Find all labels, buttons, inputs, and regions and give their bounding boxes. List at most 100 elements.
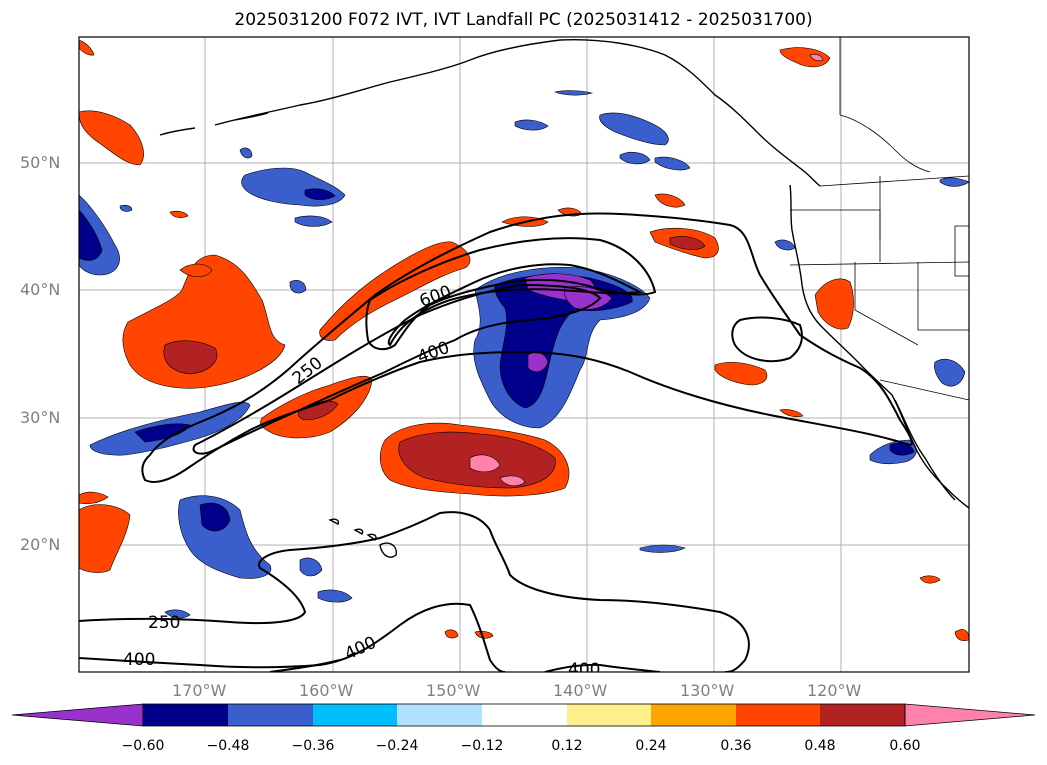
contour-labels: 600 400 250 250 400 400 400 xyxy=(123,282,600,680)
coastline-alaska-bc xyxy=(214,38,821,187)
coastline-hawaii xyxy=(328,518,397,558)
colorbar-seg xyxy=(820,704,905,726)
cool-patch xyxy=(317,589,353,603)
warm-patch xyxy=(654,193,686,208)
cool-patch xyxy=(289,280,307,294)
colorbar-seg xyxy=(651,704,736,726)
contour-400-ar-north xyxy=(365,237,657,351)
negative-ivt-patches xyxy=(79,90,969,619)
cool-patch xyxy=(199,502,231,532)
ivt-contours xyxy=(79,212,913,672)
colorbar-tick-label: 0.24 xyxy=(635,738,667,754)
contour-label: 400 xyxy=(415,338,452,368)
colorbar-seg xyxy=(482,704,567,726)
colorbar-tick-label: 0.60 xyxy=(889,738,921,754)
cool-patch xyxy=(639,544,686,553)
cool-patch xyxy=(134,423,191,443)
colorbar-tick-label: −0.48 xyxy=(206,738,250,754)
state-borders xyxy=(789,37,969,401)
coastlines xyxy=(159,38,969,558)
lat-label: 20°N xyxy=(20,535,61,554)
cool-patch xyxy=(294,215,333,227)
cool-patch xyxy=(553,90,594,96)
map-title: 2025031200 F072 IVT, IVT Landfall PC (20… xyxy=(234,10,813,30)
warm-patch xyxy=(919,575,941,584)
colorbar-tick-label: −0.60 xyxy=(121,738,165,754)
warm-patch xyxy=(474,630,494,639)
warm-patch xyxy=(163,340,218,375)
warm-patch xyxy=(444,629,459,639)
cool-patch xyxy=(299,557,323,577)
colorbar-seg xyxy=(567,704,651,726)
cool-patch xyxy=(119,204,133,212)
warm-patch xyxy=(954,629,969,642)
colorbar-tick-label: −0.24 xyxy=(375,738,419,754)
contour-400-se xyxy=(544,663,661,672)
cool-patch xyxy=(774,239,796,251)
warm-patch xyxy=(499,475,526,487)
cool-patch xyxy=(304,188,336,200)
colorbar-seg xyxy=(313,704,397,726)
colorbar xyxy=(11,703,1036,727)
warm-patch xyxy=(469,454,501,473)
cool-patch xyxy=(239,147,253,159)
colorbar-seg xyxy=(736,704,820,726)
coastline-baja xyxy=(894,399,956,501)
lon-label: 150°W xyxy=(426,681,481,700)
contour-400-south xyxy=(79,602,506,672)
colorbar-tick-label: 0.36 xyxy=(720,738,752,754)
cool-patch xyxy=(79,209,103,261)
warm-patch xyxy=(714,361,768,386)
cool-patch xyxy=(619,151,651,165)
coastline-uswest xyxy=(789,184,969,509)
colorbar-seg xyxy=(397,704,482,726)
colorbar-seg xyxy=(143,704,228,726)
contour-600 xyxy=(387,263,644,347)
contour-label: 400 xyxy=(568,660,600,680)
colorbar-extend-right xyxy=(904,703,1036,727)
colorbar-extend-left xyxy=(11,703,144,727)
colorbar-tick-label: −0.36 xyxy=(291,738,335,754)
lon-label: 140°W xyxy=(553,681,608,700)
warm-patch xyxy=(669,236,706,250)
contour-250-south xyxy=(79,511,750,672)
contour-label: 250 xyxy=(148,613,180,633)
warm-patch xyxy=(79,110,144,166)
warm-patch xyxy=(169,210,189,218)
contour-250-ar xyxy=(141,212,913,483)
warm-patch xyxy=(814,278,854,330)
coastline-aleutians xyxy=(159,112,269,136)
cool-patch xyxy=(164,609,191,619)
contour-250-east xyxy=(731,316,803,363)
warm-patch xyxy=(298,400,339,421)
warm-patch xyxy=(779,409,804,418)
warm-patch xyxy=(79,504,131,573)
cool-patch xyxy=(934,359,966,387)
lon-label: 160°W xyxy=(299,681,354,700)
colorbar-seg xyxy=(228,704,313,726)
lat-label: 40°N xyxy=(20,280,61,299)
cool-patch xyxy=(889,442,915,456)
lon-label: 130°W xyxy=(680,681,735,700)
warm-patch xyxy=(779,47,831,68)
lat-label: 30°N xyxy=(20,408,61,427)
warm-patch xyxy=(179,263,213,278)
colorbar-tick-label: 0.48 xyxy=(804,738,836,754)
cool-patch xyxy=(654,156,691,171)
contour-400-ar xyxy=(192,283,602,455)
lat-label: 50°N xyxy=(20,153,61,172)
contour-label: 400 xyxy=(342,633,380,665)
lon-label: 170°W xyxy=(172,681,227,700)
cool-patch xyxy=(514,119,549,131)
colorbar-tick-label: −0.12 xyxy=(460,738,504,754)
colorbar-tick-label: 0.12 xyxy=(551,738,583,754)
warm-patch xyxy=(809,53,824,62)
warm-patch xyxy=(122,254,286,389)
contour-400-sw xyxy=(269,659,341,672)
map-frame xyxy=(78,36,970,673)
warm-patch xyxy=(79,491,109,505)
cool-patch xyxy=(599,112,669,146)
lon-label: 120°W xyxy=(807,681,862,700)
cool-patch xyxy=(939,177,969,187)
